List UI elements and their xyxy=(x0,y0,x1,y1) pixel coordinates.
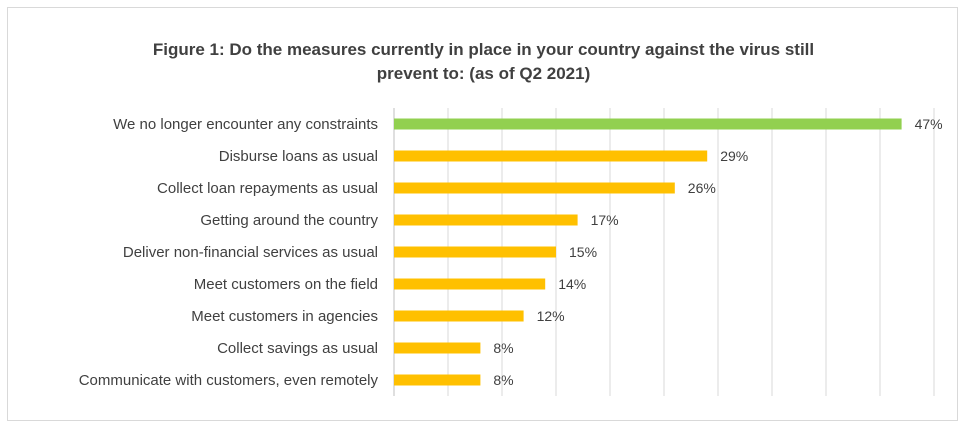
chart-title: Figure 1: Do the measures currently in p… xyxy=(8,38,959,86)
bar xyxy=(394,374,481,386)
category-label: Meet customers on the field xyxy=(194,276,378,293)
bar xyxy=(394,150,708,162)
data-label: 26% xyxy=(688,180,716,196)
category-label: Collect savings as usual xyxy=(217,340,378,357)
data-label: 12% xyxy=(537,308,565,324)
category-label: Meet customers in agencies xyxy=(191,308,378,325)
data-label: 15% xyxy=(569,244,597,260)
data-label: 17% xyxy=(591,212,619,228)
bar xyxy=(394,182,675,194)
category-label: We no longer encounter any constraints xyxy=(113,116,378,133)
category-label: Deliver non-financial services as usual xyxy=(123,244,378,261)
bar xyxy=(394,342,481,354)
data-label: 29% xyxy=(720,148,748,164)
bar xyxy=(394,118,902,130)
category-label: Getting around the country xyxy=(200,212,378,229)
category-label: Communicate with customers, even remotel… xyxy=(79,372,379,389)
bar xyxy=(394,246,556,258)
data-label: 14% xyxy=(558,276,586,292)
data-label: 8% xyxy=(493,372,513,388)
data-label: 8% xyxy=(493,340,513,356)
bar xyxy=(394,214,578,226)
chart-title-line-1: Figure 1: Do the measures currently in p… xyxy=(152,40,815,59)
chart-title-line-2: prevent to: (as of Q2 2021) xyxy=(376,64,591,83)
category-label: Collect loan repayments as usual xyxy=(157,180,378,197)
bar xyxy=(394,278,546,290)
data-label: 47% xyxy=(915,116,943,132)
chart-frame: Figure 1: Do the measures currently in p… xyxy=(7,7,958,421)
bar xyxy=(394,310,524,322)
category-label: Disburse loans as usual xyxy=(219,148,378,165)
